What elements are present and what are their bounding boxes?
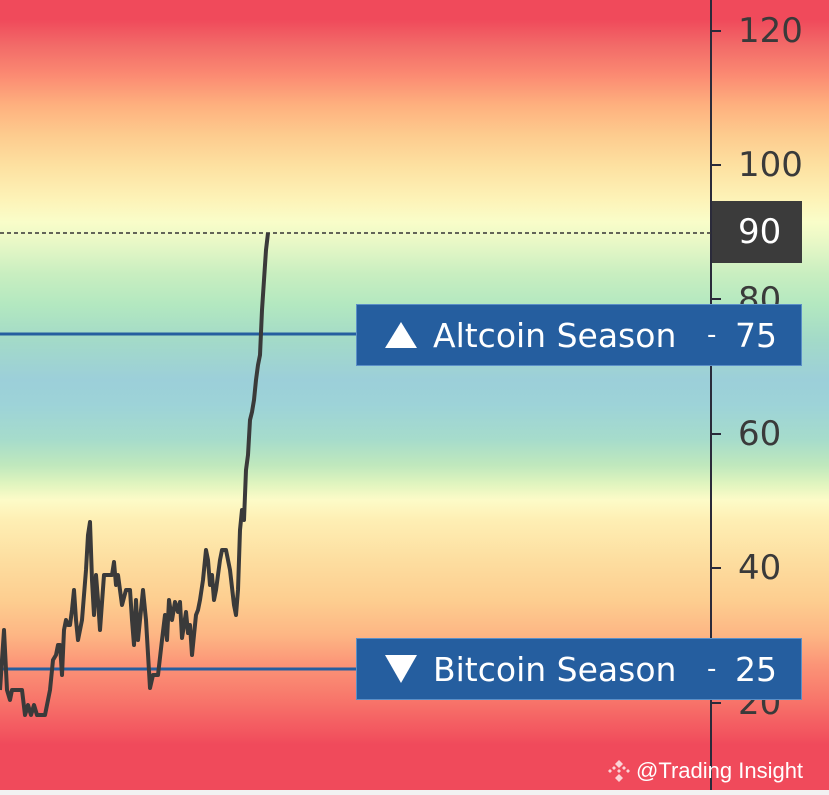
y-tick-120: 120: [738, 11, 803, 51]
index-line: [0, 232, 270, 717]
y-tick-40: 40: [738, 548, 782, 588]
bottom-border: [0, 790, 829, 795]
triangle-up-icon: [383, 320, 419, 350]
binance-logo-icon: [608, 760, 630, 782]
y-tick-100: 100: [738, 145, 803, 185]
bitcoin-season-value: 25: [735, 649, 777, 689]
y-tick-60: 60: [738, 414, 782, 454]
triangle-down-icon: [383, 653, 419, 685]
watermark-text: @Trading Insight: [636, 758, 804, 783]
watermark: @Trading Insight: [606, 758, 803, 784]
bitcoin-season-label: Bitcoin Season - 25: [356, 638, 802, 700]
bitcoin-season-text: Bitcoin Season: [433, 649, 677, 689]
altcoin-season-label: Altcoin Season - 75: [356, 304, 802, 366]
altcoin-season-dash: -: [707, 320, 717, 350]
altcoin-season-text: Altcoin Season: [433, 315, 677, 355]
current-value-label: 90: [738, 212, 782, 252]
y-axis-ticks: [711, 30, 721, 704]
bitcoin-season-dash: -: [707, 654, 717, 684]
altcoin-season-value: 75: [735, 315, 777, 355]
current-value-marker: 90: [712, 201, 802, 263]
